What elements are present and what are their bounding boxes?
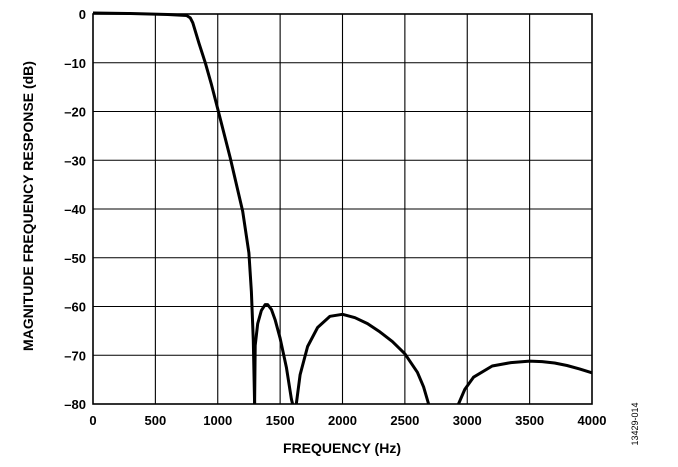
- figure-code: 13429-014: [630, 402, 640, 445]
- x-tick-label: 1500: [266, 413, 295, 428]
- x-axis-label: FREQUENCY (Hz): [283, 440, 401, 456]
- x-tick-label: 0: [89, 413, 96, 428]
- response-curve-segment: [294, 312, 431, 405]
- y-tick-label: –30: [64, 153, 86, 168]
- y-tick-label: –50: [64, 251, 86, 266]
- y-tick-label: –20: [64, 105, 86, 120]
- y-axis-label: MAGNITUDE FREQUENCY RESPONSE (dB): [20, 61, 36, 351]
- x-tick-label: 2000: [328, 413, 357, 428]
- response-curve-segment: [92, 11, 257, 405]
- x-tick-label: 2500: [390, 413, 419, 428]
- x-tick-label: 4000: [578, 413, 607, 428]
- y-tick-label: –70: [64, 348, 86, 363]
- y-tick-label: –60: [64, 300, 86, 315]
- series-group: [92, 11, 593, 405]
- y-tick-label: 0: [79, 7, 86, 22]
- response-curve-segment: [253, 303, 295, 405]
- x-tick-labels: 0 500 1000 1500 2000 2500 3000 3500 4000: [89, 413, 606, 428]
- y-tick-labels: 0 –10 –20 –30 –40 –50 –60 –70 –80: [64, 7, 86, 412]
- y-tick-label: –80: [64, 397, 86, 412]
- y-tick-label: –10: [64, 56, 86, 71]
- x-tick-label: 3000: [453, 413, 482, 428]
- grid: [93, 14, 592, 404]
- x-tick-label: 1000: [203, 413, 232, 428]
- y-tick-label: –40: [64, 202, 86, 217]
- plot-frame: [92, 13, 593, 405]
- x-tick-label: 500: [145, 413, 167, 428]
- response-curve-segment: [457, 359, 593, 405]
- x-tick-label: 3500: [515, 413, 544, 428]
